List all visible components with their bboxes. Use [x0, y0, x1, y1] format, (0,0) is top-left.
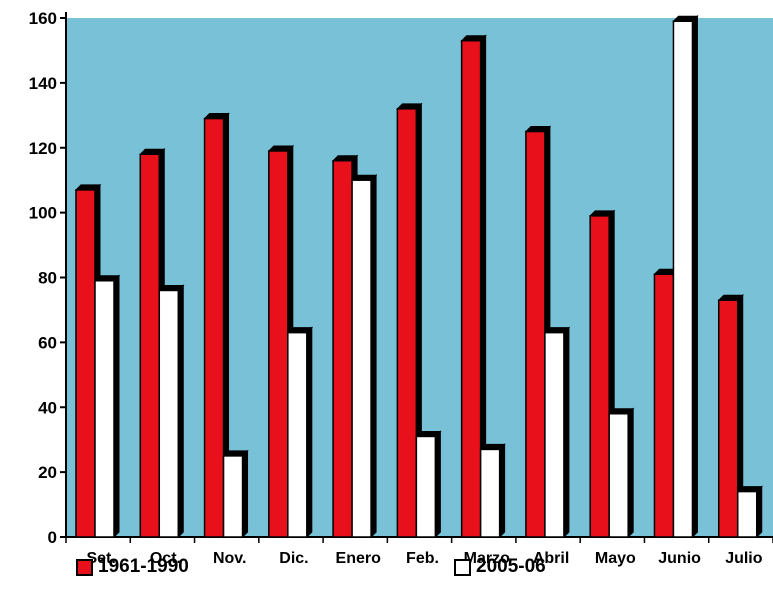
legend-swatch-series-1 [76, 558, 93, 576]
bar-series-1-8-top [588, 210, 616, 217]
legend-swatch-series-2 [454, 558, 471, 576]
bar-series-2-7 [544, 331, 565, 538]
y-tick-label-1: 20 [38, 463, 57, 482]
bar-series-1-3 [268, 150, 289, 538]
bar-series-1-7 [525, 130, 546, 538]
x-tick-label-5: Feb. [406, 550, 439, 567]
bar-series-2-10-top [736, 486, 763, 493]
bar-series-1-9 [653, 273, 675, 538]
x-tick-label-9: Junio [658, 550, 701, 567]
bar-series-2-4 [351, 179, 372, 538]
x-tick-label-2: Nov. [213, 550, 246, 567]
y-tick-label-5: 100 [29, 204, 57, 223]
y-tick-label-4: 80 [38, 269, 57, 288]
bar-series-2-3-top [286, 327, 314, 334]
bar-series-2-7-top [543, 327, 571, 334]
x-tick-label-7: Abril [533, 550, 569, 567]
bar-series-2-8 [608, 412, 629, 538]
legend-label-series-1: 1961-1990 [98, 556, 189, 577]
y-tick-label-2: 40 [38, 398, 57, 417]
bar-series-2-6 [479, 448, 501, 538]
bar-series-2-2 [222, 455, 244, 538]
bar-series-1-0 [75, 189, 96, 538]
bar-series-2-10 [736, 490, 758, 538]
y-tick-label-3: 60 [38, 333, 57, 352]
bar-series-1-10-top [717, 294, 744, 301]
bar-series-1-3-top [267, 145, 295, 152]
bar-series-2-0 [94, 279, 115, 538]
bar-series-1-1 [139, 153, 161, 538]
x-tick-label-0: Set. [86, 550, 115, 567]
bar-series-1-8 [589, 215, 610, 538]
x-tick-label-1: Oct. [150, 550, 181, 567]
x-tick-label-8: Mayo [595, 550, 636, 567]
bar-series-1-10 [717, 299, 739, 538]
bar-series-1-2 [203, 117, 225, 538]
x-tick-label-6: Marzo [464, 550, 510, 567]
x-tick-label-4: Enero [336, 550, 382, 567]
bar-series-1-2-top [203, 113, 230, 120]
legend-item-series-1: 1961-1990 [76, 556, 189, 578]
legend-item-series-2: 2005-06 [454, 556, 546, 578]
y-tick-label-0: 0 [48, 528, 57, 547]
y-tick-label-8: 160 [29, 9, 57, 28]
bar-series-2-8-top [607, 408, 635, 415]
bar-series-1-1-top [139, 148, 166, 155]
bar-series-2-3 [287, 331, 308, 538]
bar-series-2-9 [672, 20, 694, 538]
bar-series-2-5 [415, 435, 437, 538]
x-tick-label-3: Dic. [279, 550, 308, 567]
legend-label-series-2: 2005-06 [476, 556, 546, 577]
bar-series-1-5 [396, 108, 418, 538]
bar-series-2-5-top [415, 430, 442, 437]
y-tick-label-6: 120 [29, 139, 57, 158]
bar-series-1-6 [460, 39, 482, 538]
x-tick-label-10: Julio [725, 550, 763, 567]
bar-series-2-0-top [93, 275, 121, 282]
y-tick-label-7: 140 [29, 74, 57, 93]
bar-series-1-4 [332, 159, 353, 538]
bar-series-2-1 [158, 289, 180, 538]
